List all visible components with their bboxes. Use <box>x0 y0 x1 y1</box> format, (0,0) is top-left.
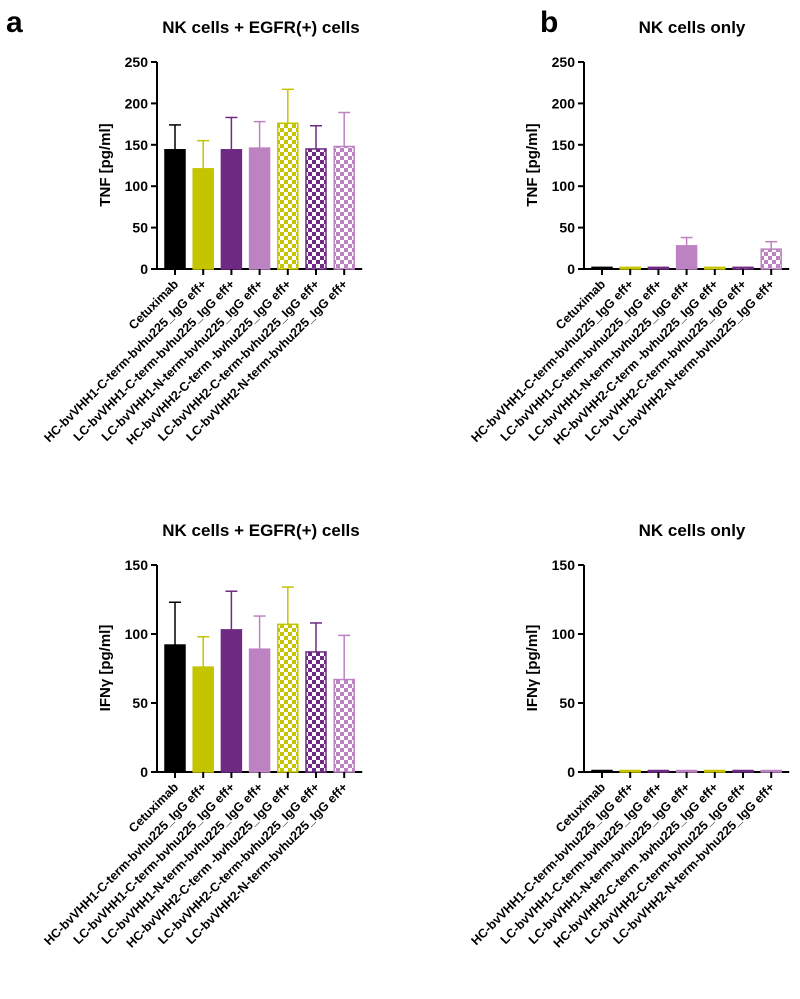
chart-1: NK cells + EGFR(+) cells TNF [pg/ml] 0 50 10… <box>42 18 363 447</box>
y-axis-label: TNF [pg/ml] <box>524 123 541 206</box>
bar <box>305 148 327 270</box>
y-tick-label: 0 <box>140 764 148 780</box>
y-tick-label: 200 <box>552 95 576 111</box>
y-axis-label: IFNγ [pg/ml] <box>97 625 114 712</box>
y-axis-label: TNF [pg/ml] <box>97 123 114 206</box>
y-tick-label: 0 <box>567 764 575 780</box>
y-tick-label: 100 <box>125 626 149 642</box>
bar <box>619 769 641 773</box>
y-tick-label: 150 <box>125 137 149 153</box>
bar <box>732 266 754 270</box>
bar <box>248 147 271 270</box>
y-tick-label: 250 <box>552 54 576 70</box>
y-tick-label: 150 <box>552 137 576 153</box>
y-tick-label: 100 <box>552 178 576 194</box>
panel-label-a: a <box>6 6 23 39</box>
bar <box>704 266 726 270</box>
y-tick-label: 0 <box>567 261 575 277</box>
bar <box>277 623 299 773</box>
chart-title: NK cells only <box>639 18 746 37</box>
bar <box>220 629 243 773</box>
chart-3: NK cells + EGFR(+) cells IFNγ [pg/ml] 0 50 1… <box>42 521 363 950</box>
panel-label-b: b <box>540 6 558 39</box>
chart-title: NK cells + EGFR(+) cells <box>162 521 359 540</box>
bar <box>305 651 327 773</box>
y-tick-label: 50 <box>132 220 148 236</box>
y-tick-label: 50 <box>559 220 575 236</box>
bar <box>220 149 243 270</box>
bar <box>333 678 355 773</box>
bar <box>647 266 670 270</box>
chart-title: NK cells + EGFR(+) cells <box>162 18 359 37</box>
bar <box>619 266 641 270</box>
y-tick-label: 50 <box>132 695 148 711</box>
bar <box>647 769 670 773</box>
chart-title: NK cells only <box>639 521 746 540</box>
bar <box>675 769 698 773</box>
y-tick-label: 100 <box>125 178 149 194</box>
y-axis-label: IFNγ [pg/ml] <box>524 625 541 712</box>
y-tick-label: 150 <box>552 557 576 573</box>
bar <box>591 266 613 270</box>
bar <box>704 769 726 773</box>
y-tick-label: 50 <box>559 695 575 711</box>
bar <box>164 644 186 773</box>
bar <box>333 145 355 270</box>
bar <box>248 648 271 773</box>
bar <box>192 666 214 773</box>
bar <box>760 769 782 773</box>
y-tick-label: 200 <box>125 95 149 111</box>
bar <box>277 122 299 270</box>
bar <box>192 168 214 270</box>
y-tick-label: 100 <box>552 626 576 642</box>
bar <box>760 248 782 270</box>
bar <box>675 245 698 270</box>
bar <box>164 149 186 270</box>
y-tick-label: 150 <box>125 557 149 573</box>
y-tick-label: 0 <box>140 261 148 277</box>
bar <box>591 769 613 773</box>
bar <box>732 769 754 773</box>
y-tick-label: 250 <box>125 54 149 70</box>
